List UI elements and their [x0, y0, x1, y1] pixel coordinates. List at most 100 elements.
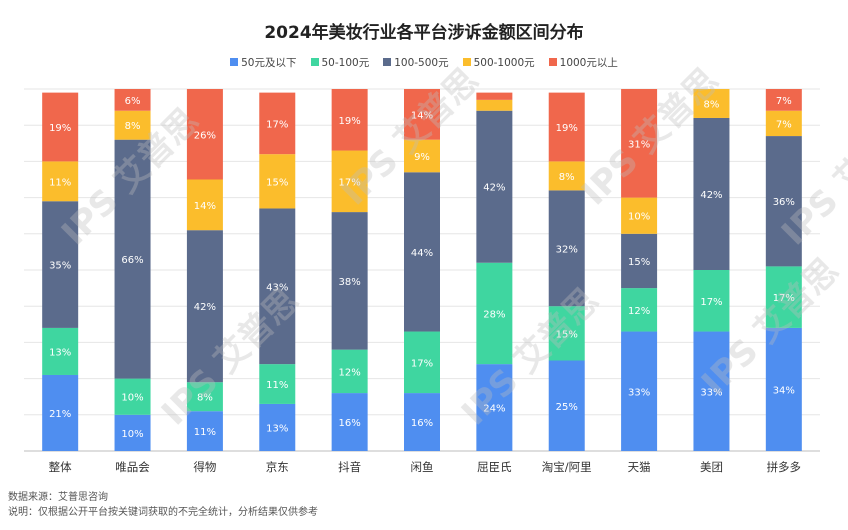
legend-label: 50-100元	[321, 56, 370, 69]
bar-segment	[548, 360, 585, 451]
bar-segment	[693, 331, 730, 451]
data-label: 13%	[49, 347, 71, 358]
legend-label: 50元及以下	[241, 56, 297, 69]
data-label: 17%	[266, 119, 288, 130]
bar-segment	[259, 208, 296, 365]
x-tick-label: 美团	[700, 460, 723, 474]
bar-segment	[621, 233, 658, 289]
bar-segment	[186, 411, 223, 451]
data-label: 8%	[125, 121, 141, 132]
bar-segment	[404, 172, 440, 332]
x-tick-label: 拼多多	[767, 460, 802, 474]
data-label: 24%	[483, 404, 505, 415]
bar-segment	[114, 139, 151, 379]
bar-segment	[186, 230, 223, 383]
bar-segment	[548, 92, 585, 162]
data-label: 36%	[773, 197, 795, 208]
data-label: 8%	[704, 99, 720, 110]
data-label: 34%	[773, 385, 795, 396]
data-label: 11%	[49, 177, 71, 188]
bar-segment	[42, 201, 79, 328]
bar-segment	[621, 288, 658, 332]
bar-segment	[548, 306, 585, 361]
data-label: 12%	[339, 367, 361, 378]
legend-item: 1000元以上	[548, 54, 618, 70]
data-label: 19%	[339, 116, 361, 127]
bar-segment	[621, 197, 658, 234]
data-label: 12%	[628, 306, 650, 317]
bar-segment	[114, 414, 151, 451]
data-label: 17%	[411, 358, 433, 369]
bar-segment	[476, 364, 513, 451]
data-label: 11%	[194, 427, 216, 438]
data-label: 32%	[556, 244, 578, 255]
bar-segment	[114, 110, 151, 140]
data-label: 66%	[121, 255, 143, 266]
footer: 数据来源：艾普思咨询 说明：仅根据公开平台按关键词获取的不完全统计，分析结果仅供…	[8, 490, 318, 520]
bar-segment	[693, 89, 730, 118]
data-label: 14%	[411, 110, 433, 121]
bar-segment	[621, 89, 658, 198]
legend-swatch	[548, 58, 557, 66]
bar-segment	[331, 150, 368, 213]
data-label: 10%	[121, 393, 143, 404]
x-tick-label: 抖音	[338, 460, 361, 474]
x-tick-label: 整体	[49, 460, 72, 474]
bar-segment	[114, 378, 151, 415]
bar-segment	[331, 349, 368, 394]
x-tick-label: 天猫	[628, 460, 651, 474]
chart-title: 2024年美妆行业各平台涉诉金额区间分布	[264, 23, 584, 43]
bar-segment	[331, 89, 368, 151]
bar-segment	[259, 364, 296, 404]
bar-segment	[259, 92, 296, 155]
data-label: 44%	[411, 248, 433, 259]
legend: 50元及以下 50-100元 100-500元 500-1000元 1000元以上	[0, 54, 848, 70]
bar-segment	[259, 403, 296, 451]
legend-label: 100-500元	[394, 56, 449, 69]
bar-segment	[765, 136, 802, 267]
data-label: 33%	[628, 387, 650, 398]
data-label: 17%	[339, 177, 361, 188]
data-label: 42%	[483, 183, 505, 194]
note-text: 说明：仅根据公开平台按关键词获取的不完全统计，分析结果仅供参考	[8, 507, 318, 518]
x-tick-label: 闲鱼	[411, 460, 434, 474]
data-label: 42%	[194, 302, 216, 313]
data-label: 11%	[266, 380, 288, 391]
data-label: 31%	[628, 139, 650, 150]
legend-item: 50元及以下	[230, 54, 297, 70]
bar-segment	[404, 139, 440, 173]
data-source-text: 数据来源：艾普思咨询	[8, 492, 108, 503]
legend-swatch	[383, 58, 392, 66]
data-label: 8%	[197, 393, 213, 404]
bar-segment	[621, 331, 658, 451]
data-label: 16%	[339, 418, 361, 429]
legend-item: 50-100元	[310, 54, 370, 70]
bar-segment	[42, 161, 79, 202]
data-label: 8%	[559, 172, 575, 183]
x-tick-label: 淘宝/阿里	[542, 460, 592, 474]
data-label: 16%	[411, 418, 433, 429]
data-label: 10%	[628, 212, 650, 223]
data-label: 21%	[49, 409, 71, 420]
bar-segment	[186, 179, 223, 231]
data-label: 43%	[266, 282, 288, 293]
data-label: 6%	[125, 96, 141, 107]
data-label: 17%	[773, 293, 795, 304]
bar-segment	[186, 382, 223, 412]
data-label: 15%	[266, 177, 288, 188]
data-label: 25%	[556, 402, 578, 413]
bar-segment	[42, 92, 79, 162]
x-tick-label: 京东	[266, 460, 289, 474]
bar-segment	[476, 99, 513, 111]
x-tick-label: 屈臣氏	[477, 460, 512, 474]
bar-segment	[404, 393, 440, 451]
bar-segment	[404, 89, 440, 140]
data-label: 9%	[414, 152, 430, 163]
data-label: 10%	[121, 429, 143, 440]
data-label: 7%	[776, 96, 792, 107]
legend-label: 1000元以上	[559, 56, 618, 69]
bar-segment	[186, 89, 223, 180]
x-tick-label: 唯品会	[115, 460, 150, 474]
legend-label: 500-1000元	[473, 56, 535, 69]
